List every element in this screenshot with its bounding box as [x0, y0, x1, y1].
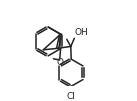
Text: OH: OH [75, 28, 88, 37]
Text: O: O [56, 58, 63, 67]
Text: Cl: Cl [67, 92, 76, 101]
